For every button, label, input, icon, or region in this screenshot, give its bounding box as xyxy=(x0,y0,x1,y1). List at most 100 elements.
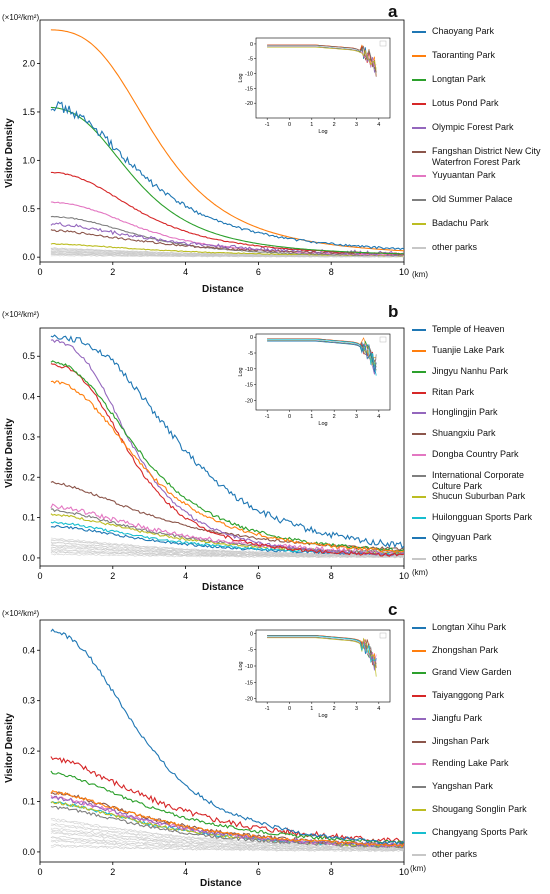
legend-label: Longtan Park xyxy=(432,74,486,84)
legend-item: International Corporate Culture Park xyxy=(412,470,548,492)
series-line-other-parks xyxy=(50,545,404,557)
legend-swatch xyxy=(412,763,426,766)
inset-y-tick-label: -15 xyxy=(245,383,253,389)
legend-item: Taoranting Park xyxy=(412,50,548,61)
x-tick-label: 10 xyxy=(399,867,409,877)
inset-y-tick-label: -5 xyxy=(248,351,253,357)
x-tick-label: 8 xyxy=(329,571,334,581)
legend-item: Yuyuantan Park xyxy=(412,170,548,181)
x-tick-label: 2 xyxy=(110,867,115,877)
inset-y-tick-label: -20 xyxy=(245,399,253,405)
series-group xyxy=(50,334,404,559)
series-line-yangshan-park xyxy=(50,805,404,849)
x-tick-label: 4 xyxy=(183,867,188,877)
inset-x-tick-label: 1 xyxy=(310,706,313,712)
inset-y-label: Log xyxy=(238,73,244,82)
inset-x-tick-label: -1 xyxy=(265,414,270,420)
legend-item: Chaoyang Park xyxy=(412,26,548,37)
y-tick-label: 0.1 xyxy=(22,513,35,523)
series-line-temple-of-heaven xyxy=(50,334,404,549)
series-line-taiyanggong-park xyxy=(50,756,404,845)
inset-x-label: Log xyxy=(318,421,327,427)
legend-label: Shougang Songlin Park xyxy=(432,803,527,814)
legend-label: Dongba Country Park xyxy=(432,449,519,459)
inset-x-tick-label: 3 xyxy=(355,122,358,128)
panel-a: a (×10²/km²) 0 2 4 6 8 10 0.0 0.5 1.0 1.5 2.0 -1 0 1 2… xyxy=(0,0,550,298)
inset-series-line xyxy=(267,635,377,664)
y-tick-label: 0.0 xyxy=(22,553,35,563)
legend-swatch xyxy=(412,717,426,720)
legend-swatch xyxy=(412,516,426,519)
legend-swatch xyxy=(412,808,426,811)
y-tick-label: 0.5 xyxy=(22,204,35,214)
y-tick-label: 0.3 xyxy=(22,696,35,706)
x-tick-label: 6 xyxy=(256,267,261,277)
y-tick-label: 0.4 xyxy=(22,392,35,402)
legend-item: other parks xyxy=(412,849,548,860)
legend-label: Temple of Heaven xyxy=(432,324,505,334)
legend-label: Badachu Park xyxy=(432,218,489,228)
legend-item: Dongba Country Park xyxy=(412,449,548,460)
inset-y-tick-label: -10 xyxy=(245,72,253,78)
legend-swatch xyxy=(412,329,426,331)
legend-swatch xyxy=(412,627,426,629)
axes-frame xyxy=(39,327,405,567)
legend-label: Taiyanggong Park xyxy=(432,690,505,701)
plot-b: 0 2 4 6 8 100.00.10.20.30.40.5-1 0 1 2 3 40-5-10-1… xyxy=(22,327,409,581)
inset-x-tick-label: 0 xyxy=(288,122,291,128)
legend-swatch xyxy=(412,79,426,81)
legend-swatch xyxy=(412,740,426,743)
inset-x-tick-label: -1 xyxy=(265,122,270,128)
series-line-tuanjie-lake-park xyxy=(50,380,404,553)
series-line-dongba-country-park xyxy=(50,503,404,555)
series-line-other-parks xyxy=(50,828,404,850)
legend-item: Olympic Forest Park xyxy=(412,122,548,133)
series-line-zhongshan-park xyxy=(50,789,404,847)
legend-label: Old Summer Palace xyxy=(432,194,513,204)
legend-swatch xyxy=(412,786,426,789)
legend-label: Shuangxiu Park xyxy=(432,428,496,439)
legend-item: Ritan Park xyxy=(412,387,548,398)
legend-item: Changyang Sports Park xyxy=(412,827,548,838)
inset-series-line xyxy=(267,46,377,70)
legend-item: Qingyuan Park xyxy=(412,532,548,543)
x-tick-label: 10 xyxy=(399,571,409,581)
legend-item: Huilongguan Sports Park xyxy=(412,512,548,523)
inset-y-tick-label: -20 xyxy=(245,697,253,703)
legend-swatch xyxy=(412,695,426,698)
legend-item: Grand View Garden xyxy=(412,667,548,678)
legend-item: other parks xyxy=(412,553,548,564)
legend-label: other parks xyxy=(432,849,478,860)
legend-item: Shuangxiu Park xyxy=(412,428,548,439)
legend-item: other parks xyxy=(412,242,548,253)
legend-item: Old Summer Palace xyxy=(412,194,548,205)
legend-swatch xyxy=(412,537,426,540)
y-tick-label: 0.2 xyxy=(22,472,35,482)
legend-swatch xyxy=(412,127,426,129)
y-tick-label: 2.0 xyxy=(22,59,35,69)
legend-label: Fangshan District New City Waterfron For… xyxy=(432,146,541,167)
legend-swatch xyxy=(412,495,426,498)
legend-label: Qingyuan Park xyxy=(432,532,492,543)
inset-series-line xyxy=(267,45,377,73)
legend-swatch xyxy=(412,454,426,456)
legend-label: other parks xyxy=(432,242,478,252)
legend-label: Rending Lake Park xyxy=(432,758,509,769)
legend-label: Tuanjie Lake Park xyxy=(432,344,505,355)
legend-label: International Corporate Culture Park xyxy=(432,469,525,491)
legend-swatch xyxy=(412,349,426,352)
y-tick-label: 0.4 xyxy=(22,645,35,655)
x-tick-label: 4 xyxy=(183,571,188,581)
y-tick-label: 1.0 xyxy=(22,155,35,165)
series-line-taoranting-park xyxy=(50,29,404,252)
panel-c: c (×10²/km²) 0 2 4 6 8 10 0.0 0.1 0.2 0.3 0.4 -1 0 1 2… xyxy=(0,598,550,894)
series-line-other-parks xyxy=(50,836,404,851)
inset-frame xyxy=(255,629,391,703)
inset-y-tick-label: 0 xyxy=(250,42,253,48)
legend-item: Honglingjin Park xyxy=(412,407,548,418)
legend-label: Longtan Xihu Park xyxy=(432,622,507,632)
x-unit-label: (km) xyxy=(412,270,428,279)
legend-item: Tuanjie Lake Park xyxy=(412,345,548,356)
inset-series-line xyxy=(267,338,377,376)
inset-y-tick-label: -15 xyxy=(245,86,253,92)
